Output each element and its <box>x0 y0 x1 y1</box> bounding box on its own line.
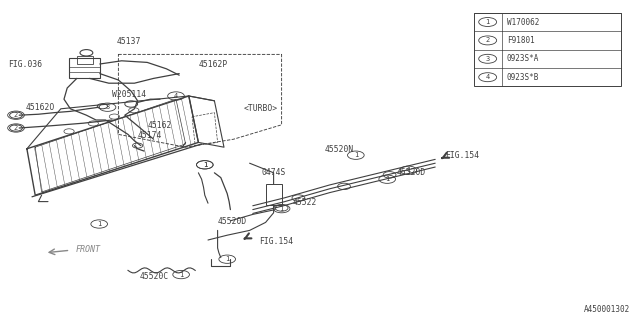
Text: 45520D: 45520D <box>218 217 247 226</box>
Text: W170062: W170062 <box>507 18 540 27</box>
Bar <box>474 13 621 86</box>
Text: FRONT: FRONT <box>76 245 100 254</box>
Bar <box>77 56 93 64</box>
Text: 3: 3 <box>106 104 109 110</box>
Text: W205114: W205114 <box>112 90 146 99</box>
Text: <TURBO>: <TURBO> <box>243 104 277 113</box>
Text: 1: 1 <box>203 162 207 168</box>
Text: 1: 1 <box>354 152 358 158</box>
Text: A450001302: A450001302 <box>584 305 630 314</box>
Text: 45162: 45162 <box>147 121 172 130</box>
Text: 45520N: 45520N <box>324 145 354 154</box>
Text: 0923S*B: 0923S*B <box>507 73 540 82</box>
Text: 0923S*A: 0923S*A <box>507 54 540 63</box>
Text: 4: 4 <box>486 74 490 80</box>
Text: 1: 1 <box>97 221 101 227</box>
Text: 45520D: 45520D <box>397 168 426 177</box>
Bar <box>266 184 282 205</box>
Text: 45162P: 45162P <box>198 60 228 69</box>
Text: 4: 4 <box>174 93 178 99</box>
Text: 1: 1 <box>280 206 284 212</box>
Text: 2: 2 <box>486 37 490 44</box>
Text: 3: 3 <box>486 56 490 62</box>
Bar <box>69 58 100 78</box>
Text: 0474S: 0474S <box>261 168 285 177</box>
Text: 2: 2 <box>14 125 18 131</box>
Text: 45522: 45522 <box>292 198 317 207</box>
Text: 2: 2 <box>14 112 18 118</box>
Text: 1: 1 <box>385 176 389 182</box>
Text: 45162O: 45162O <box>26 103 55 112</box>
Text: 1: 1 <box>225 256 229 262</box>
Text: 1: 1 <box>406 167 410 173</box>
Text: 1: 1 <box>486 19 490 25</box>
Text: 45174: 45174 <box>138 131 162 140</box>
Text: 45520C: 45520C <box>140 272 169 281</box>
Text: FIG.036: FIG.036 <box>8 60 42 68</box>
Text: 1: 1 <box>179 272 183 277</box>
Text: FIG.154: FIG.154 <box>445 151 479 160</box>
Text: 1: 1 <box>203 162 207 168</box>
Text: 45137: 45137 <box>116 37 141 46</box>
Text: F91801: F91801 <box>507 36 534 45</box>
Text: FIG.154: FIG.154 <box>259 237 293 246</box>
